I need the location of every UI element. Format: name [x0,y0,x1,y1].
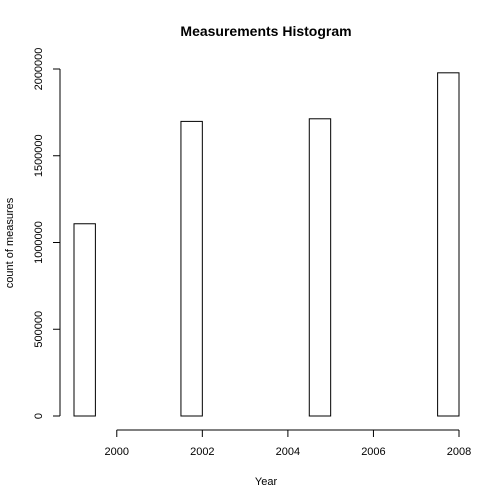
y-axis: 0 500000 1000000 1500000 2000000 [33,48,61,419]
histogram-bar [180,120,203,417]
chart-title: Measurements Histogram [180,23,351,39]
histogram-bar [437,72,460,417]
bars-group [73,72,460,417]
y-tick-label: 0 [33,413,45,419]
x-axis-label: Year [255,476,278,488]
histogram-bar [308,118,332,417]
x-tick-label: 2000 [105,446,129,458]
x-tick-label: 2004 [276,446,300,458]
x-tick-label: 2008 [447,446,471,458]
y-tick-label: 1500000 [33,134,45,177]
y-tick-label: 1000000 [33,221,45,264]
y-tick-label: 500000 [33,311,45,348]
x-axis: 2000 2002 2004 2006 2008 [105,429,471,458]
x-tick-label: 2006 [361,446,385,458]
y-axis-label: count of measures [4,197,16,288]
y-tick-label: 2000000 [33,48,45,91]
x-tick-label: 2002 [190,446,214,458]
histogram-bar [73,223,96,417]
